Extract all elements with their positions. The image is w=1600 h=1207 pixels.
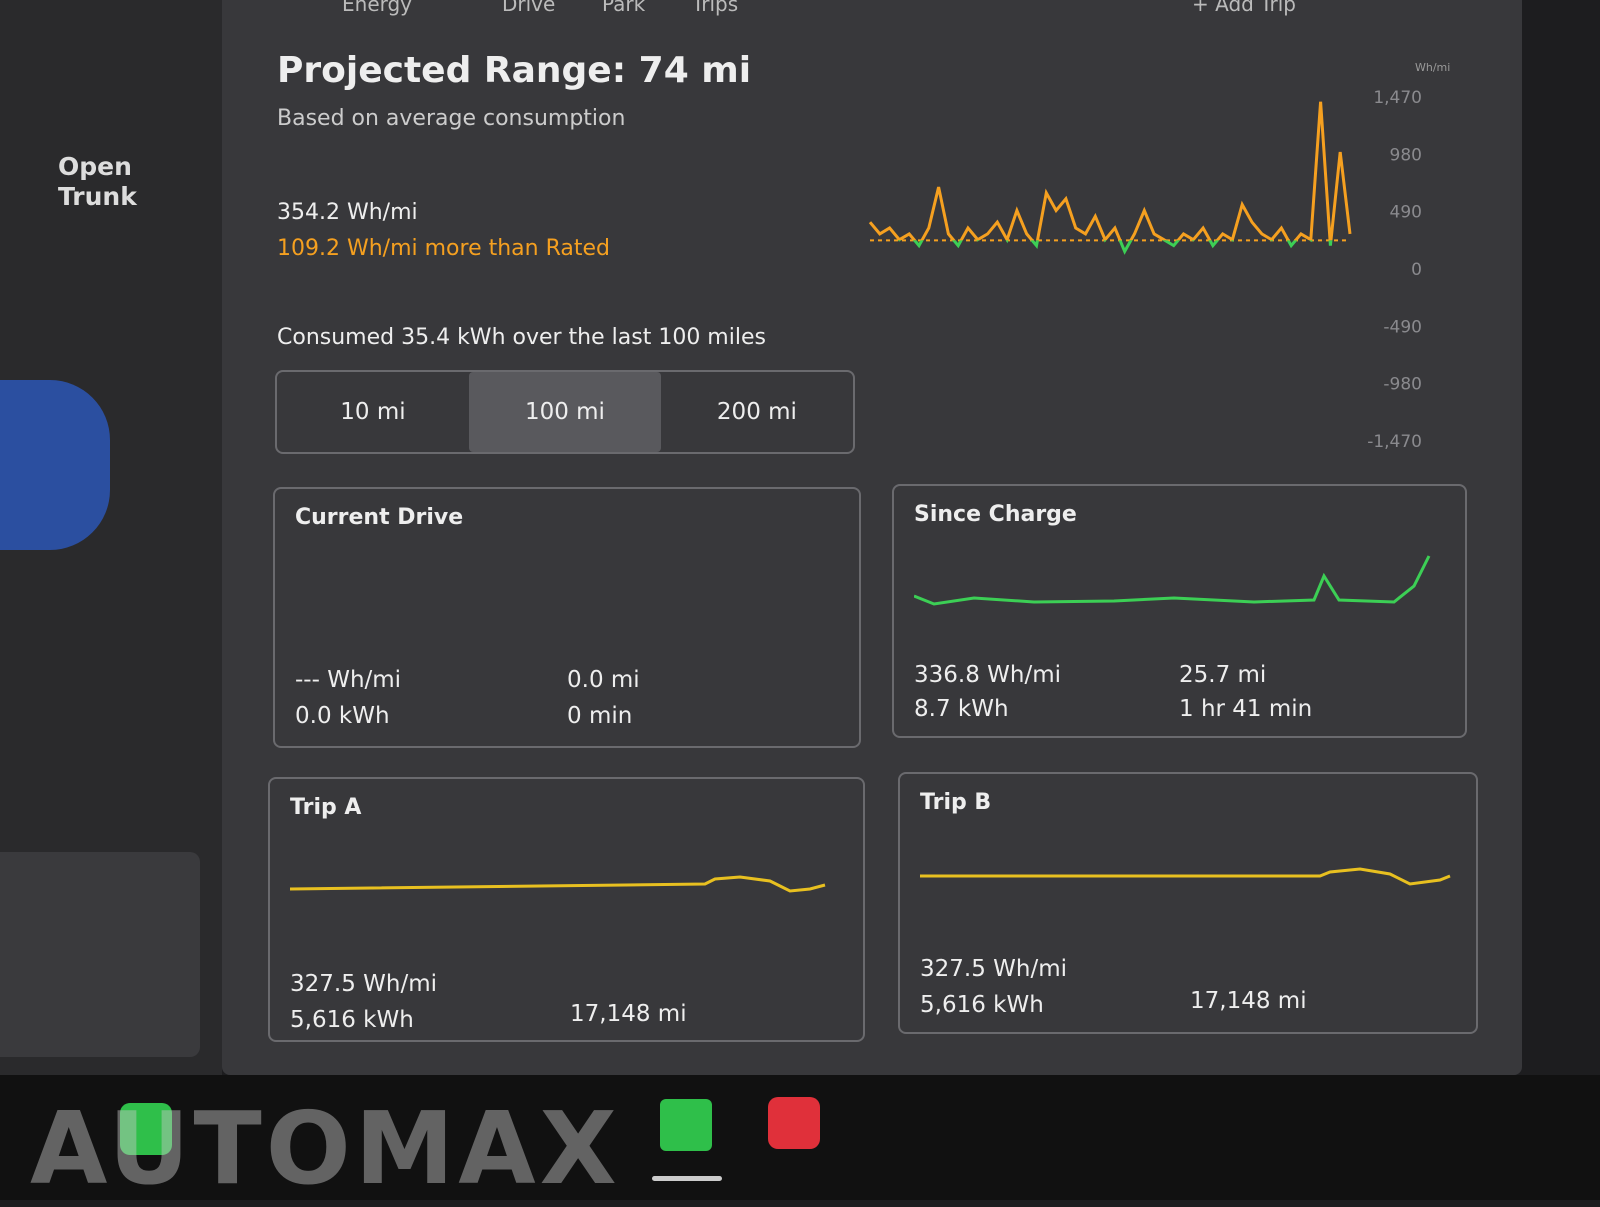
title: Projected Range: 74 mi [277, 50, 752, 91]
energy-icon[interactable] [660, 1099, 712, 1151]
consumption-line [868, 101, 1352, 241]
sidebar: Open Trunk [0, 0, 222, 1075]
card-rate: --- Wh/mi [295, 667, 402, 693]
card-title: Since Charge [914, 502, 1077, 527]
range-button[interactable]: 100 mi [468, 372, 661, 452]
card-distance: 25.7 mi [1179, 662, 1267, 688]
energy-panel: Energy Drive Park Trips + Add Trip Proje… [222, 0, 1522, 1075]
range-selector: 10 mi 100 mi 200 mi [275, 370, 855, 454]
open-trunk[interactable]: Open Trunk [58, 152, 137, 211]
card-title: Trip A [290, 795, 362, 820]
y-tick-label: -980 [1383, 375, 1422, 395]
y-tick-label: 0 [1411, 260, 1422, 280]
y-tick-label: 1,470 [1373, 88, 1422, 108]
range-button[interactable]: 10 mi [340, 399, 406, 425]
card-energy: 5,616 kWh [920, 992, 1044, 1018]
music-icon[interactable] [768, 1097, 820, 1149]
range-button[interactable]: 200 mi [716, 399, 797, 425]
tab[interactable]: Trips [692, 0, 739, 16]
sparkline-line [914, 555, 1431, 606]
sparkline [920, 867, 1451, 886]
phone-icon[interactable] [120, 1103, 172, 1155]
card-title: Trip B [920, 790, 992, 815]
dock [0, 1075, 1600, 1200]
y-tick-label: -1,470 [1367, 432, 1422, 452]
card-rate: 327.5 Wh/mi [920, 956, 1068, 982]
consumed: Consumed 35.4 kWh over the last 100 mile… [277, 325, 766, 350]
tab[interactable]: Drive [502, 0, 556, 16]
subtitle: Based on average consumption [277, 106, 626, 131]
tab[interactable]: Energy [342, 0, 413, 16]
card: Since Charge 336.8 Wh/mi 8.7 kWh 25.7 mi… [892, 484, 1467, 738]
media-widget [0, 852, 200, 1057]
card-distance: 0.0 mi [567, 667, 640, 693]
car-image [0, 380, 110, 550]
card-rate: 327.5 Wh/mi [290, 971, 438, 997]
card-energy: 0.0 kWh [295, 703, 390, 729]
add-trip[interactable]: + Add Trip [1192, 0, 1296, 16]
card-energy: 5,616 kWh [290, 1007, 414, 1033]
card-rate: 336.8 Wh/mi [914, 662, 1062, 688]
card: Trip B 327.5 Wh/mi 5,616 kWh 17,148 mi [898, 772, 1478, 1034]
consumption-chart: Wh/mi 1,470 980 490 0 -490 -980 -1,470 [868, 61, 1450, 452]
card-energy: 8.7 kWh [914, 696, 1009, 722]
tab[interactable]: Park [602, 0, 646, 16]
sparkline-line [290, 875, 826, 893]
sparkline [914, 555, 1431, 606]
sparkline-line [920, 867, 1451, 886]
card-title: Current Drive [295, 505, 464, 530]
y-tick-label: -490 [1383, 317, 1422, 337]
rated-delta: 109.2 Wh/mi more than Rated [277, 236, 610, 261]
y-axis-label: Wh/mi [1415, 61, 1450, 74]
watermark: AUTOMAX [30, 1090, 621, 1207]
card-time: 1 hr 41 min [1179, 696, 1313, 722]
card: Trip A 327.5 Wh/mi 5,616 kWh 17,148 mi [268, 777, 865, 1042]
y-tick-label: 490 [1390, 203, 1422, 223]
y-tick-label: 980 [1390, 145, 1422, 165]
sparkline [290, 875, 826, 893]
card-distance: 17,148 mi [1190, 988, 1307, 1014]
consumption-line-below [897, 240, 1333, 255]
active-indicator [652, 1176, 722, 1181]
average-rate: 354.2 Wh/mi [277, 200, 418, 225]
card: Current Drive --- Wh/mi 0.0 kWh 0.0 mi 0… [273, 487, 861, 748]
card-distance: 17,148 mi [570, 1001, 687, 1027]
card-time: 0 min [567, 703, 633, 729]
